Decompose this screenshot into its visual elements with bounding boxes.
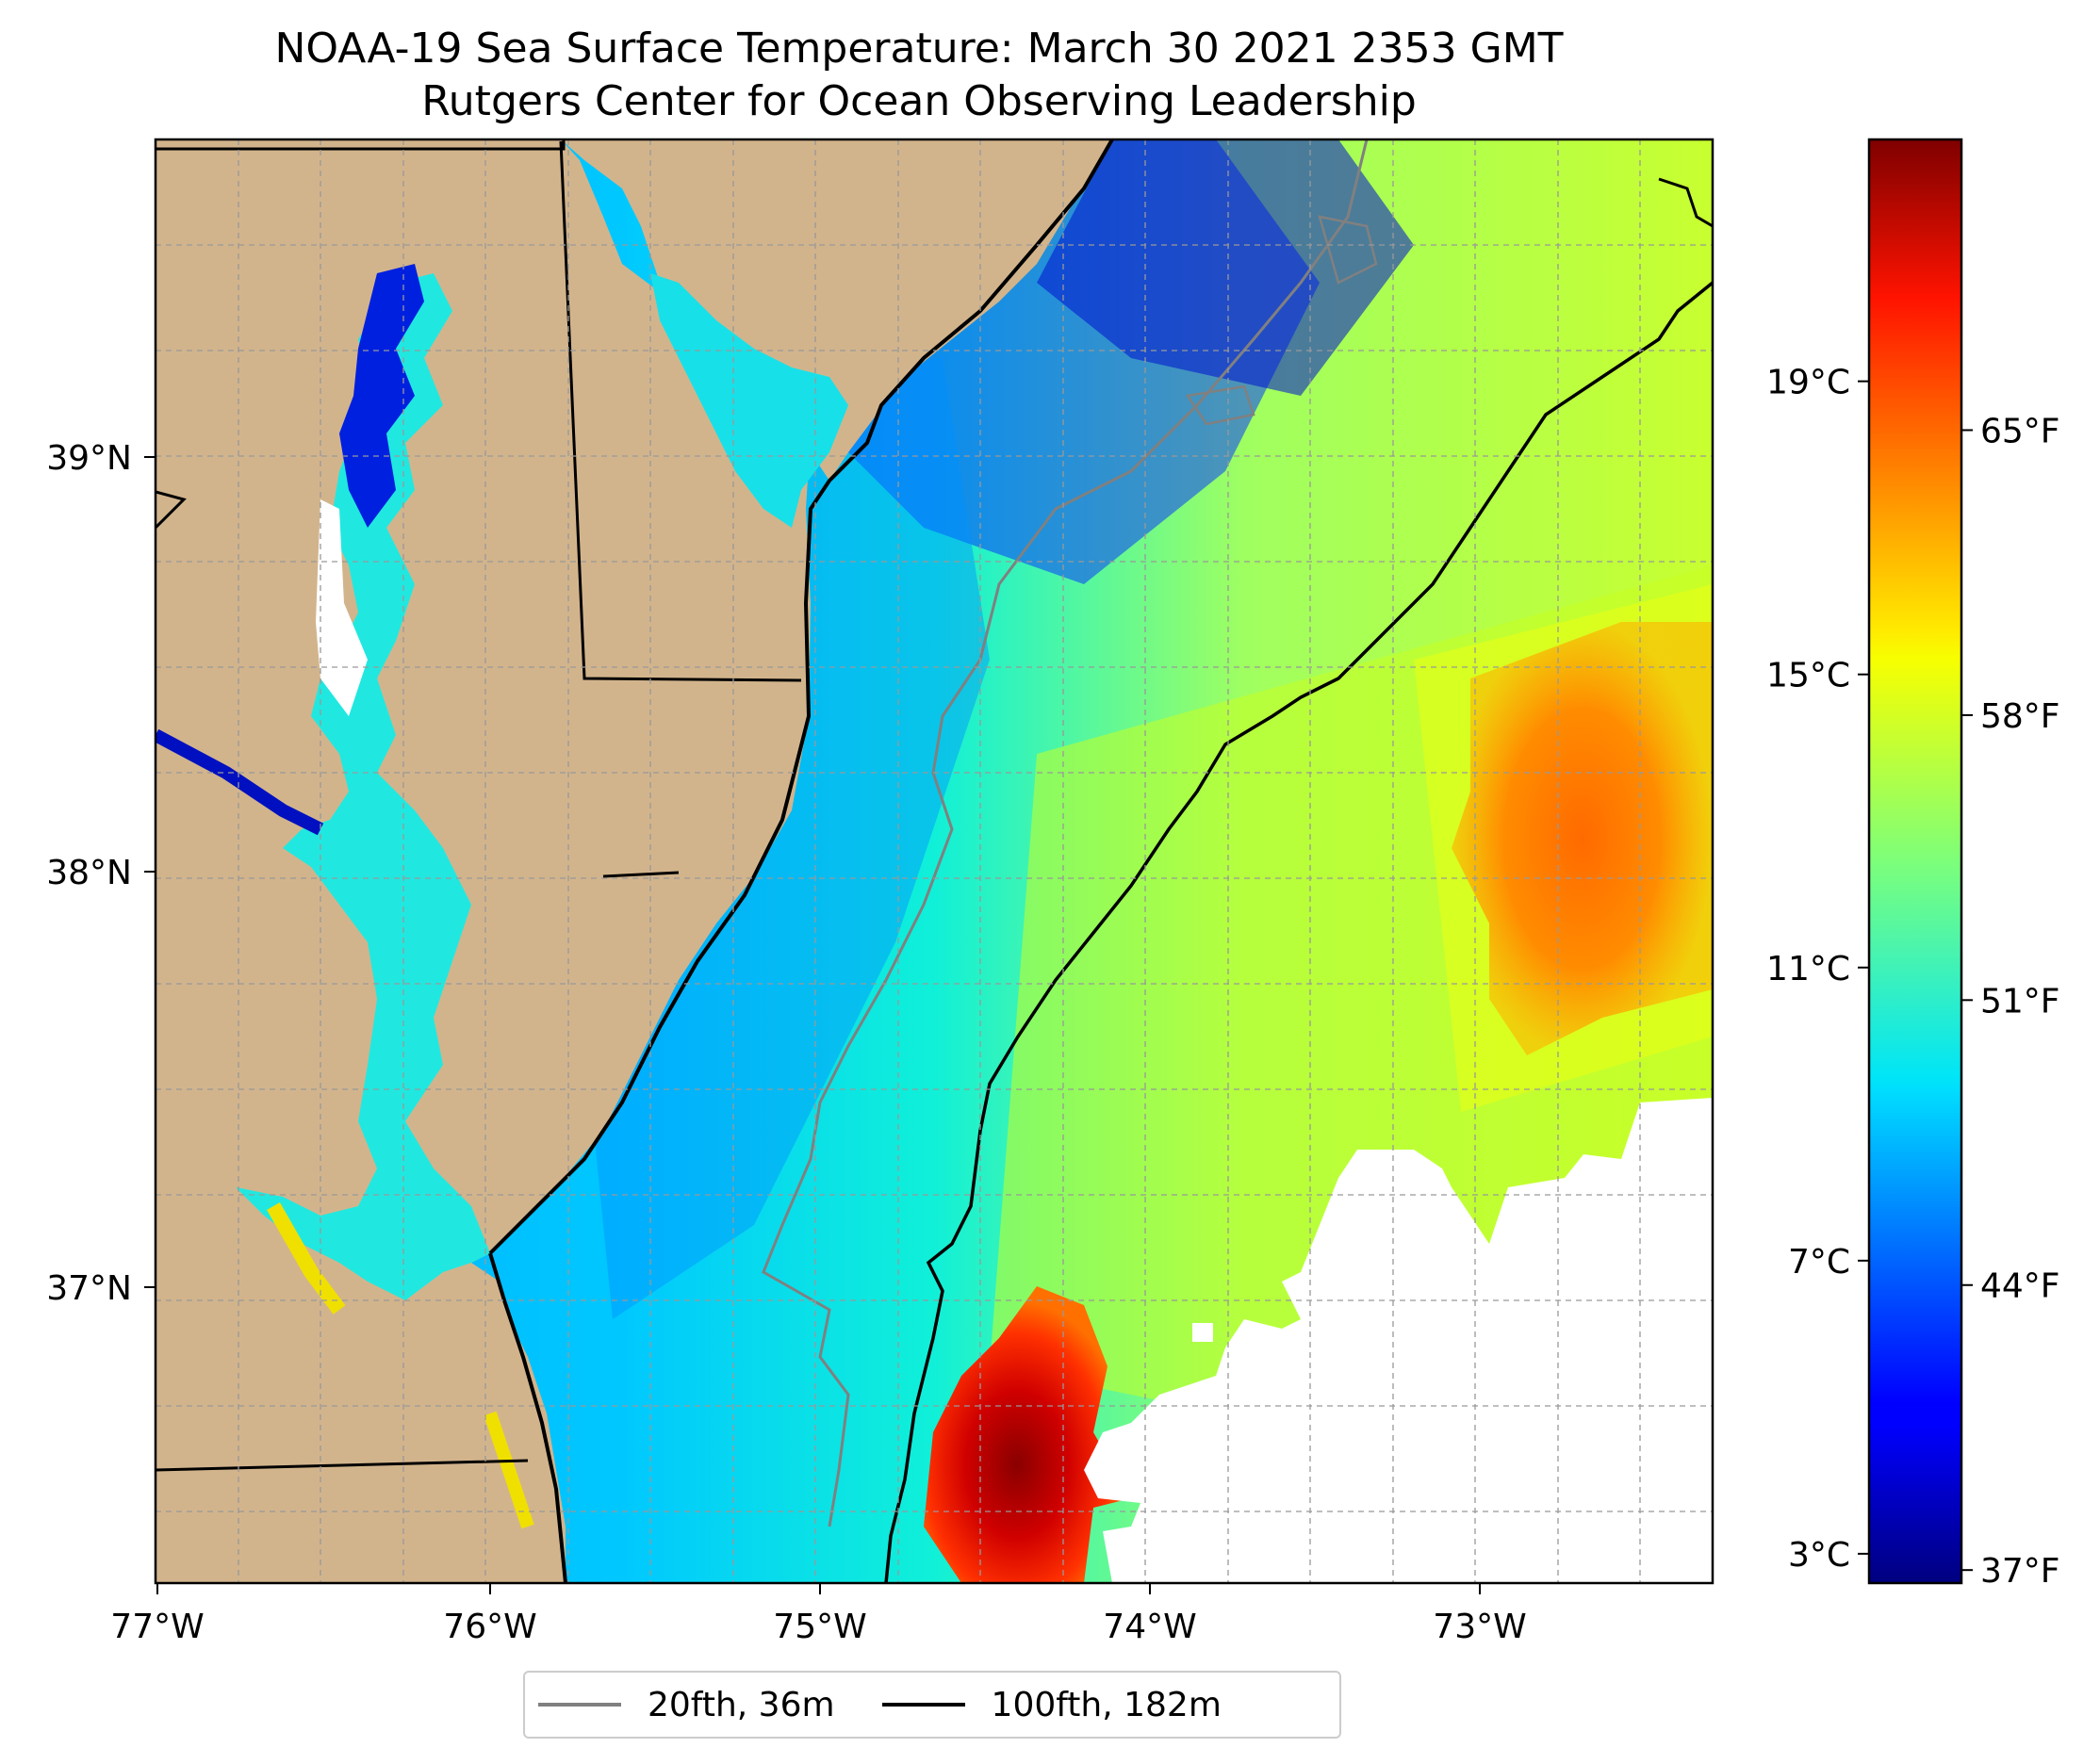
lon-label: 76°W xyxy=(443,1608,536,1646)
legend-label: 20fth, 36m xyxy=(648,1685,835,1724)
legend-item-20fth: 20fth, 36m xyxy=(538,1686,835,1724)
lon-label: 77°W xyxy=(110,1608,204,1646)
fahrenheit-label: 65°F xyxy=(1980,412,2060,450)
potomac-river xyxy=(156,728,324,836)
hot-eddy xyxy=(924,1286,1131,1583)
shelf-water-region xyxy=(566,358,990,1319)
colorbar-ticks xyxy=(1858,380,1973,1572)
delmarva-land xyxy=(561,139,1112,481)
state-boundary xyxy=(156,1459,529,1472)
coastline xyxy=(488,1252,567,1583)
sound-region xyxy=(484,1411,534,1529)
lat-label: 39°N xyxy=(46,439,132,478)
state-boundary xyxy=(602,871,680,878)
state-boundary xyxy=(156,139,566,151)
legend-item-100fth: 100fth, 182m xyxy=(881,1685,1222,1724)
chesapeake-bay xyxy=(236,273,490,1300)
state-boundary xyxy=(156,490,187,530)
coastline xyxy=(488,139,1114,1255)
lon-ticks xyxy=(156,1583,1481,1594)
celsius-label: 19°C xyxy=(1766,364,1850,402)
contour-100fth xyxy=(884,281,1713,1583)
gridlines xyxy=(156,139,1713,1583)
map-title: NOAA-19 Sea Surface Temperature: March 3… xyxy=(274,24,1564,73)
delaware-bay xyxy=(650,273,848,528)
lon-label: 74°W xyxy=(1103,1608,1196,1646)
legend-line-grey xyxy=(538,1703,621,1707)
celsius-label: 15°C xyxy=(1766,657,1850,695)
map-area xyxy=(156,139,1713,1583)
lat-ticks xyxy=(144,456,156,1288)
lon-label: 73°W xyxy=(1433,1608,1526,1646)
colorbar-labels: 19°C 15°C 11°C 7°C 3°C 65°F 58°F 51°F 44°F 37°F xyxy=(1766,364,2059,1592)
contour-legend: 20fth, 36m 100fth, 182m xyxy=(523,1671,1341,1739)
contour-20fth-island xyxy=(1185,384,1255,426)
lon-label: 75°W xyxy=(773,1608,866,1646)
bay-no-data xyxy=(316,499,368,716)
no-data-region xyxy=(1084,1098,1713,1583)
james-river xyxy=(267,1202,346,1315)
contour-20fth xyxy=(762,139,1369,1527)
fahrenheit-label: 58°F xyxy=(1980,697,2060,736)
lat-label: 37°N xyxy=(46,1269,132,1308)
legend-label: 100fth, 182m xyxy=(991,1685,1222,1724)
fahrenheit-label: 44°F xyxy=(1980,1267,2060,1306)
warm-eddy xyxy=(1452,622,1713,1055)
map-frame xyxy=(154,138,1714,1585)
coldest-water-region xyxy=(1037,139,1414,396)
map-subtitle: Rutgers Center for Ocean Observing Leade… xyxy=(421,77,1417,125)
celsius-label: 3°C xyxy=(1788,1536,1850,1575)
lat-label: 38°N xyxy=(46,854,132,892)
fahrenheit-label: 51°F xyxy=(1980,982,2060,1021)
celsius-label: 7°C xyxy=(1788,1243,1850,1282)
contour-20fth-island xyxy=(1318,215,1378,285)
legend-line-black xyxy=(881,1703,965,1707)
colorbar xyxy=(1867,138,1963,1585)
fahrenheit-label: 37°F xyxy=(1980,1552,2060,1591)
contour-100fth-ne xyxy=(1658,177,1713,228)
no-data-patch xyxy=(1192,1323,1213,1342)
celsius-label: 11°C xyxy=(1766,950,1850,988)
